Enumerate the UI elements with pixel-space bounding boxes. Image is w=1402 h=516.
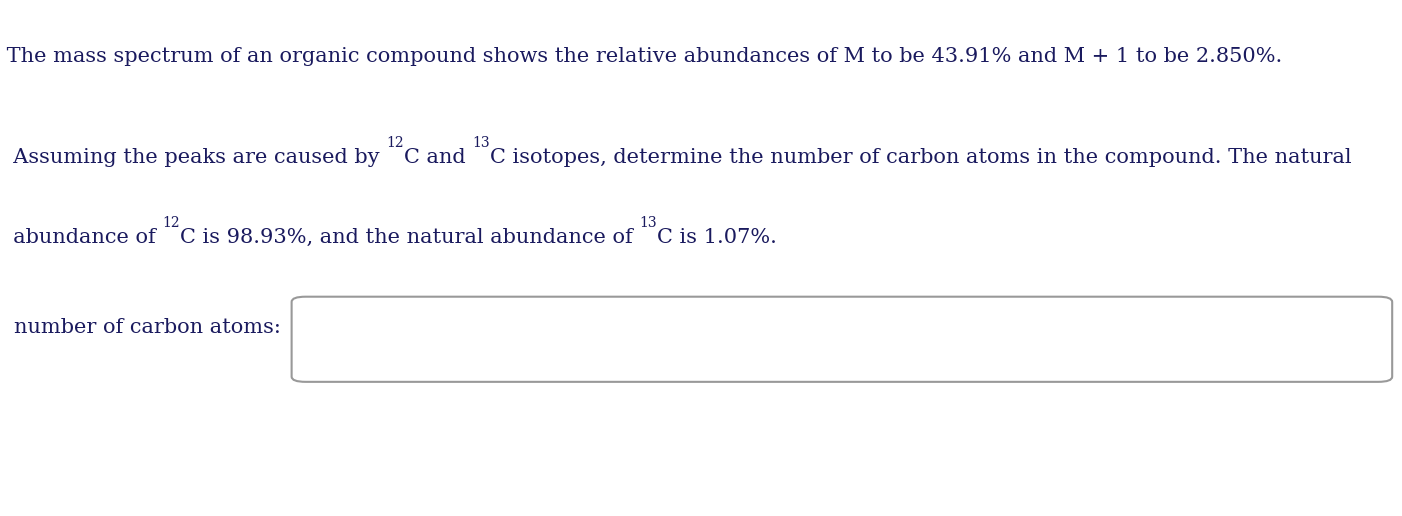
Text: C isotopes, determine the number of carbon atoms in the compound. The natural: C isotopes, determine the number of carb… (489, 148, 1352, 167)
Text: C is 98.93%, and the natural abundance of: C is 98.93%, and the natural abundance o… (179, 228, 639, 247)
Text: 13: 13 (472, 136, 489, 150)
Text: 12: 12 (163, 216, 179, 230)
Text: number of carbon atoms:: number of carbon atoms: (14, 318, 280, 337)
Text: 13: 13 (639, 216, 658, 230)
Text: C is 1.07%.: C is 1.07%. (658, 228, 777, 247)
Text: The mass spectrum of an organic compound shows the relative abundances of M to b: The mass spectrum of an organic compound… (0, 47, 1283, 66)
Text: Assuming the peaks are caused by: Assuming the peaks are caused by (0, 148, 386, 167)
Text: C and: C and (404, 148, 472, 167)
Text: abundance of: abundance of (0, 228, 163, 247)
FancyBboxPatch shape (292, 297, 1392, 382)
Text: 12: 12 (386, 136, 404, 150)
